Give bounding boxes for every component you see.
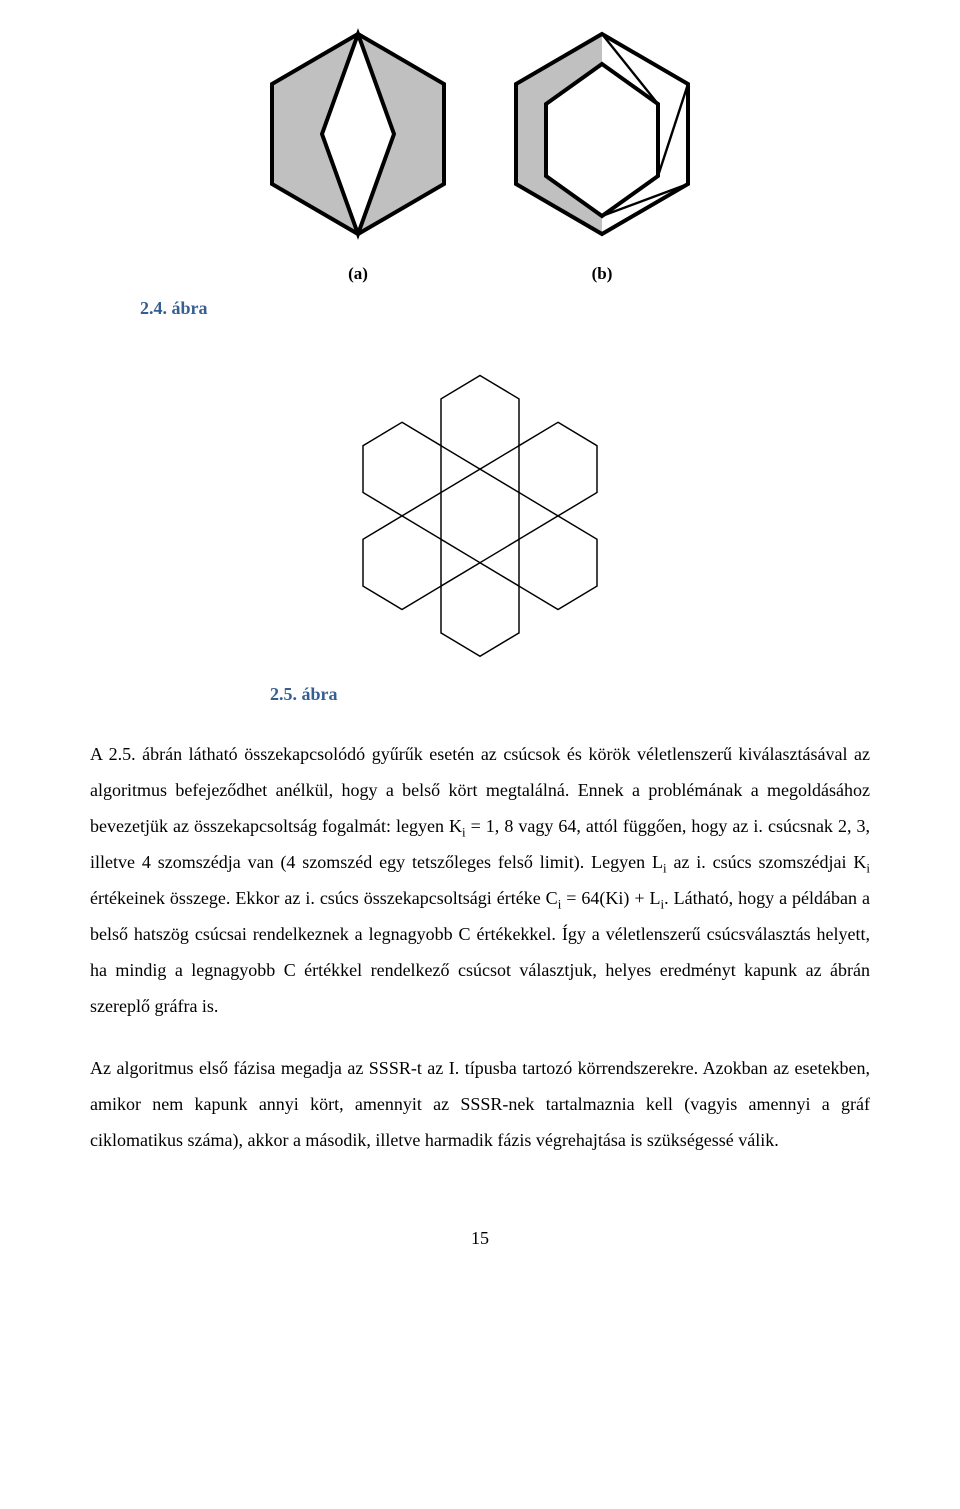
p1-mid3: értékeinek összege. Ekkor az i. csúcs ös…	[90, 888, 558, 908]
hexagon-diagram-a	[248, 20, 468, 260]
panel-b-label: (b)	[492, 264, 712, 284]
hexagon-diagram-b	[492, 20, 712, 260]
figure-2-4-panel-b: (b)	[492, 20, 712, 284]
figure-2-4-panel-a: (a)	[248, 20, 468, 284]
paragraph-2: Az algoritmus első fázisa megadja az SSS…	[90, 1050, 870, 1158]
panel-a-label: (a)	[248, 264, 468, 284]
figure-2-5-caption: 2.5. ábra	[90, 684, 870, 706]
page-number: 15	[90, 1228, 870, 1250]
paragraph-1: A 2.5. ábrán látható összekapcsolódó gyű…	[90, 736, 870, 1024]
figure-2-5	[90, 356, 870, 668]
p1-sub3: i	[866, 860, 870, 875]
figure-2-4-caption: 2.4. ábra	[90, 298, 870, 320]
p1-mid4: = 64(Ki) + L	[561, 888, 660, 908]
p1-mid2: az i. csúcs szomszédjai K	[667, 852, 867, 872]
figure-2-4: (a) (b)	[90, 20, 870, 284]
hexagon-tiling	[324, 356, 636, 668]
